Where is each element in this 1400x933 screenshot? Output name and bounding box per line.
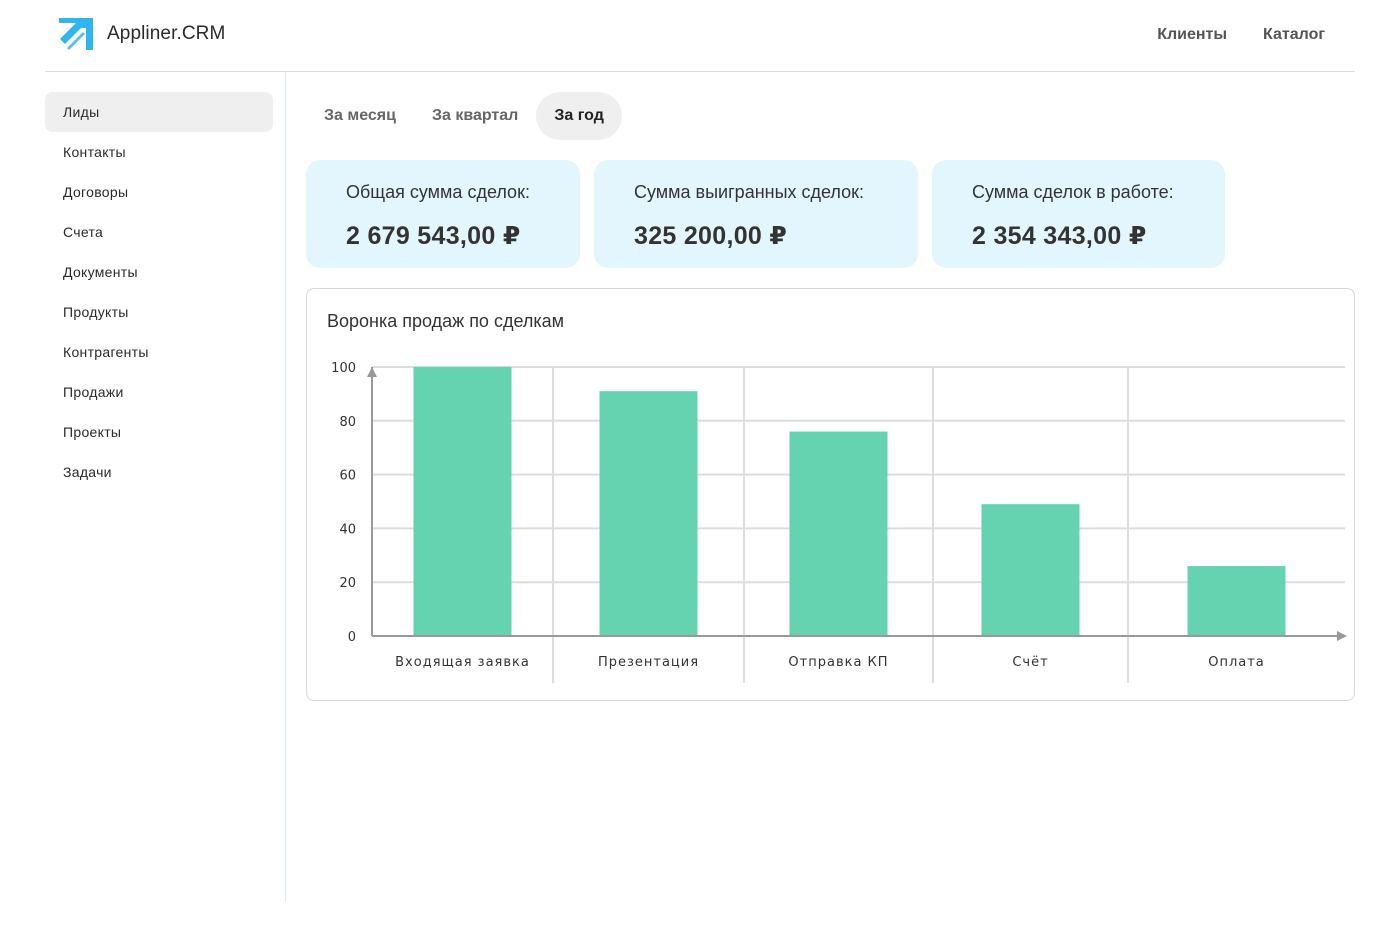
x-tick-label: Презентация [598,655,699,670]
bar-0 [413,367,512,636]
sidebar-divider [285,72,286,902]
y-tick-label: 60 [339,469,356,484]
sidebar-item-contacts[interactable]: Контакты [63,144,126,160]
sidebar-item-counterparties[interactable]: Контрагенты [63,344,149,360]
top-navigation: Клиенты Каталог [1157,26,1325,44]
stat-value: 325 200,00 ₽ [634,222,788,250]
tab-month[interactable]: За месяц [324,107,396,124]
nav-catalog-link[interactable]: Каталог [1263,26,1325,43]
period-tabs: За месяц За квартал За год [306,92,622,140]
tab-quarter[interactable]: За квартал [431,107,519,124]
stat-label: Сумма выигранных сделок: [634,182,865,202]
sidebar-item-products[interactable]: Продукты [63,304,129,320]
y-tick-label: 80 [339,415,356,430]
stat-label: Общая сумма сделок: [346,182,530,202]
y-tick-label: 0 [348,630,356,645]
x-tick-label: Оплата [1208,655,1265,670]
stat-card-won: Сумма выигранных сделок: 325 200,00 ₽ [594,160,918,268]
arrow-logo-icon [59,18,93,50]
x-tick-label: Входящая заявка [395,655,530,670]
sidebar-item-documents[interactable]: Документы [63,264,138,280]
y-tick-label: 40 [339,522,356,537]
stat-value: 2 679 543,00 ₽ [346,222,521,250]
sales-funnel-panel: Воронка продаж по сделкам 0 20 40 60 80 100 Вх… [306,288,1355,701]
sidebar-item-projects[interactable]: Проекты [63,424,122,440]
x-tick-label: Счёт [1012,655,1048,670]
bar-1 [599,391,698,636]
tab-year[interactable]: За год [536,92,622,140]
y-tick-label: 20 [339,576,356,591]
app-header: Appliner.CRM Клиенты Каталог [45,0,1355,72]
chart-title: Воронка продаж по сделкам [327,311,565,331]
sidebar-item-contracts[interactable]: Договоры [63,184,129,200]
sidebar-item-invoices[interactable]: Счета [63,224,104,240]
nav-clients-link[interactable]: Клиенты [1157,26,1228,43]
sidebar-item-tasks[interactable]: Задачи [63,464,112,480]
stat-card-total: Общая сумма сделок: 2 679 543,00 ₽ [306,160,580,268]
stat-card-in-progress: Сумма сделок в работе: 2 354 343,00 ₽ [932,160,1225,268]
x-tick-label: Отправка КП [788,655,888,670]
bar-2 [789,431,888,636]
x-axis-arrow-icon [1337,631,1347,641]
stat-value: 2 354 343,00 ₽ [972,222,1147,250]
y-axis-arrow-icon [367,367,377,377]
bar-3 [981,504,1080,636]
logo[interactable]: Appliner.CRM [59,18,225,50]
sales-funnel-chart: 0 20 40 60 80 100 Входящая заявка Презентация От… [331,361,1347,683]
app-name: Appliner.CRM [107,23,226,44]
y-tick-label: 100 [331,361,356,376]
bar-4 [1187,566,1286,636]
sidebar: Лиды Контакты Договоры Счета Документы П… [45,92,273,492]
sidebar-item-sales[interactable]: Продажи [63,384,124,400]
sidebar-item-leads[interactable]: Лиды [45,92,273,132]
stat-label: Сумма сделок в работе: [972,182,1174,202]
